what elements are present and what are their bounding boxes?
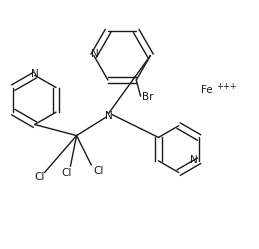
Text: +++: +++ <box>216 82 236 91</box>
Text: Cl: Cl <box>94 166 104 176</box>
Text: Cl: Cl <box>34 173 45 183</box>
Text: Fe: Fe <box>201 85 213 95</box>
Text: N: N <box>190 155 198 165</box>
Text: Cl: Cl <box>62 168 72 178</box>
Text: N: N <box>91 49 99 59</box>
Text: N: N <box>105 111 112 121</box>
Text: N: N <box>31 69 39 79</box>
Text: Br: Br <box>142 92 153 102</box>
